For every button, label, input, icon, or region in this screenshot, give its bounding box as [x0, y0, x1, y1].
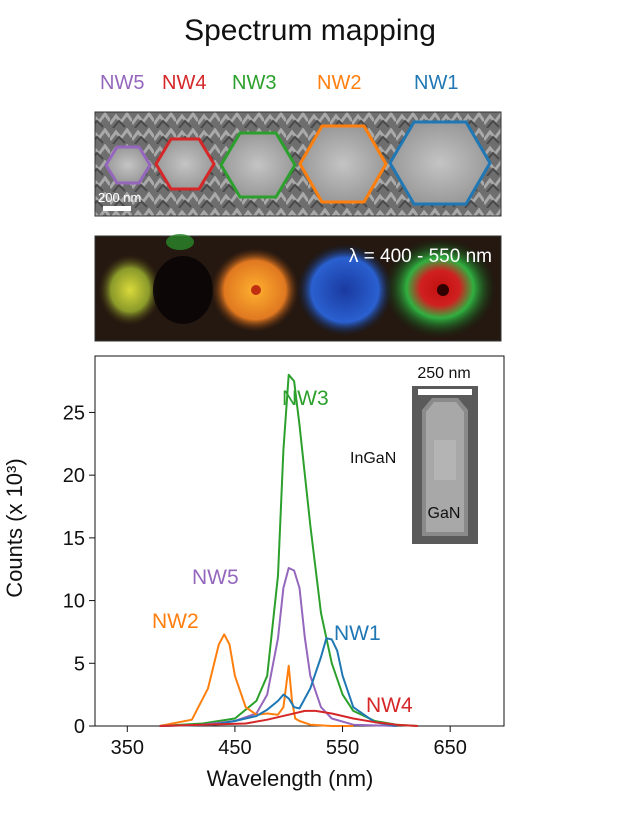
figure-title: Spectrum mapping: [184, 14, 436, 47]
y-tick-label: 10: [63, 591, 85, 613]
y-tick-label: 15: [63, 528, 85, 550]
map-wavelength-label: λ = 400 - 550 nm: [349, 246, 492, 267]
hexagon-nw4: [154, 137, 216, 191]
inset-scalebar: [418, 389, 472, 395]
x-tick-label: 650: [433, 737, 466, 759]
x-tick-label: 550: [326, 737, 359, 759]
series-line-nw2: [159, 633, 354, 727]
annotation-nw5: NW5: [192, 566, 239, 589]
nw-label-nw1: NW1: [414, 72, 459, 94]
series-line-nw4: [159, 709, 418, 727]
hexagon-nw2: [298, 124, 388, 204]
series-line-nw5: [159, 567, 397, 727]
nw-label-nw5: NW5: [100, 72, 145, 94]
hexagon-nw5: [104, 145, 152, 185]
y-axis-label: Counts (x 10³): [2, 458, 27, 597]
sem-scalebar-label: 200 nm: [98, 190, 141, 205]
sem-image: 200 nm: [94, 111, 502, 217]
y-tick-label: 5: [74, 653, 85, 675]
inset-image: 250 nm InGaN GaN: [350, 365, 478, 544]
annotation-nw1: NW1: [334, 622, 381, 645]
y-tick-label: 0: [74, 716, 85, 738]
nw-label-nw3: NW3: [232, 72, 277, 94]
inset-label-ingan: InGaN: [350, 450, 396, 467]
sem-scalebar: [103, 206, 131, 211]
nw-label-nw2: NW2: [317, 72, 362, 94]
x-tick-label: 450: [218, 737, 251, 759]
hexagon-nw3: [219, 131, 297, 199]
annotation-nw3: NW3: [282, 387, 329, 410]
inset-scalebar-label: 250 nm: [417, 365, 470, 382]
y-tick-label: 20: [63, 465, 85, 487]
x-axis-label: Wavelength (nm): [207, 766, 374, 791]
plot-frame: [94, 355, 505, 727]
hexagon-nw1: [388, 120, 492, 206]
inset-label-gan: GaN: [428, 505, 461, 522]
series-line-nw1: [159, 637, 397, 727]
x-tick-label: 350: [111, 737, 144, 759]
annotation-nw2: NW2: [152, 610, 199, 633]
y-tick-label: 25: [63, 402, 85, 424]
annotation-nw4: NW4: [366, 694, 413, 717]
series-line-nw3: [159, 373, 418, 727]
nw-label-nw4: NW4: [162, 72, 207, 94]
cl-map-image: λ = 400 - 550 nm: [94, 234, 502, 342]
